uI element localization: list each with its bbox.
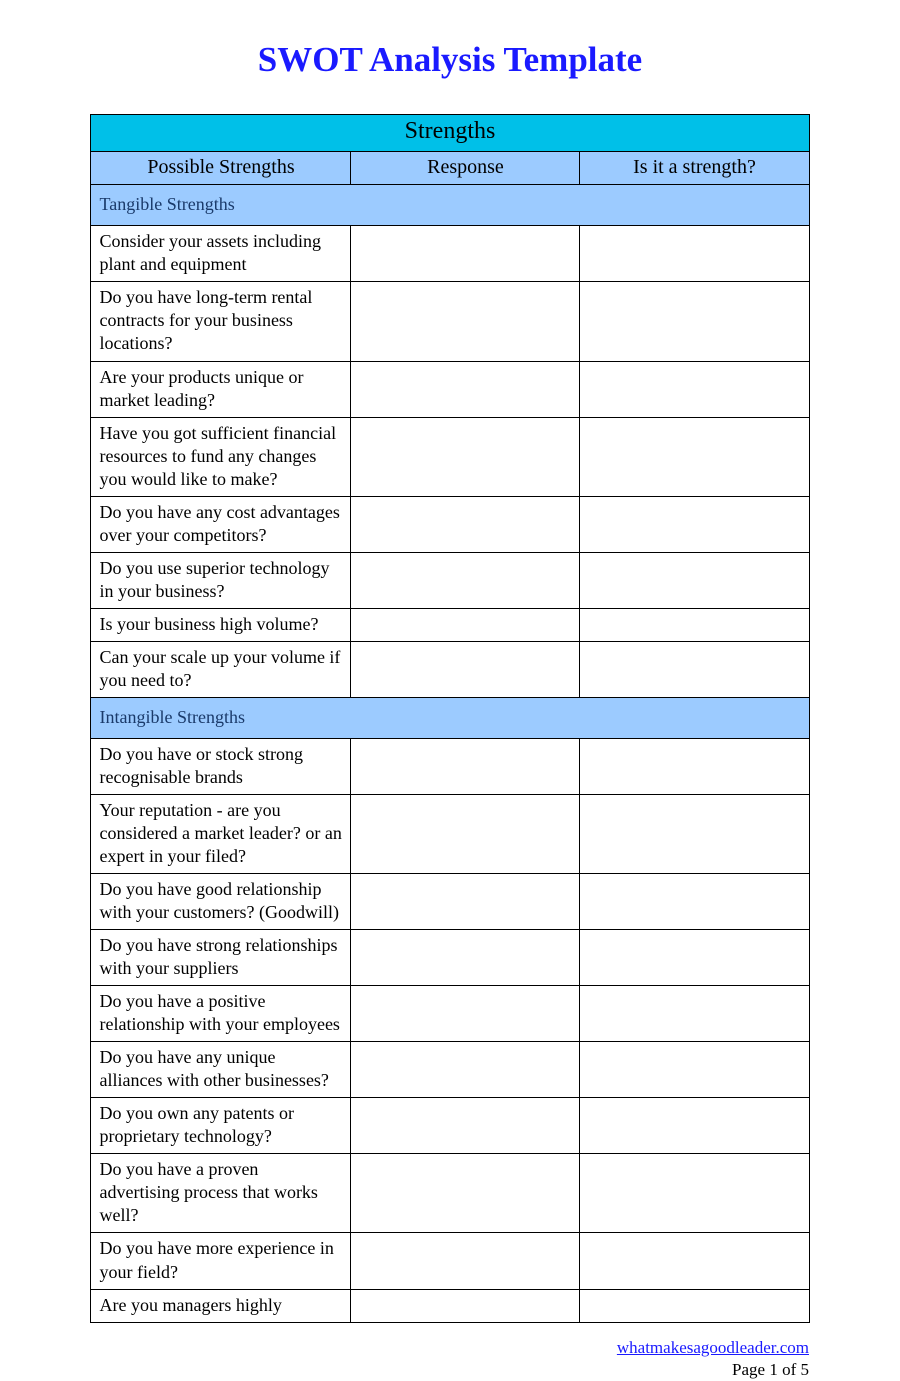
table-row: Do you use superior technology in your b…	[91, 552, 809, 608]
is-strength-cell[interactable]	[580, 738, 809, 794]
response-cell[interactable]	[351, 794, 580, 873]
table-row: Do you have a proven advertising process…	[91, 1154, 809, 1233]
response-cell[interactable]	[351, 1289, 580, 1322]
response-cell[interactable]	[351, 874, 580, 930]
table-row: Is your business high volume?	[91, 608, 809, 641]
table-row: Do you have good relationship with your …	[91, 874, 809, 930]
footer-link[interactable]: whatmakesagoodleader.com	[617, 1338, 809, 1357]
response-cell[interactable]	[351, 496, 580, 552]
table-row: Do you have any unique alliances with ot…	[91, 1042, 809, 1098]
page-number: Page 1 of 5	[732, 1360, 809, 1379]
is-strength-cell[interactable]	[580, 794, 809, 873]
response-cell[interactable]	[351, 1233, 580, 1289]
table-row: Do you have strong relationships with yo…	[91, 930, 809, 986]
question-cell: Do you have a positive relationship with…	[91, 986, 351, 1042]
is-strength-cell[interactable]	[580, 552, 809, 608]
question-cell: Do you have any unique alliances with ot…	[91, 1042, 351, 1098]
question-cell: Consider your assets including plant and…	[91, 226, 351, 282]
is-strength-cell[interactable]	[580, 1098, 809, 1154]
question-cell: Do you have a proven advertising process…	[91, 1154, 351, 1233]
table-row: Are your products unique or market leadi…	[91, 361, 809, 417]
is-strength-cell[interactable]	[580, 361, 809, 417]
question-cell: Your reputation - are you considered a m…	[91, 794, 351, 873]
table-row: Your reputation - are you considered a m…	[91, 794, 809, 873]
is-strength-cell[interactable]	[580, 1289, 809, 1322]
table-row: Do you have a positive relationship with…	[91, 986, 809, 1042]
is-strength-cell[interactable]	[580, 874, 809, 930]
response-cell[interactable]	[351, 1154, 580, 1233]
question-cell: Can your scale up your volume if you nee…	[91, 641, 351, 697]
response-cell[interactable]	[351, 930, 580, 986]
response-cell[interactable]	[351, 986, 580, 1042]
response-cell[interactable]	[351, 282, 580, 361]
is-strength-cell[interactable]	[580, 226, 809, 282]
response-cell[interactable]	[351, 641, 580, 697]
response-cell[interactable]	[351, 738, 580, 794]
question-cell: Is your business high volume?	[91, 608, 351, 641]
table-row: Consider your assets including plant and…	[91, 226, 809, 282]
question-cell: Do you have or stock strong recognisable…	[91, 738, 351, 794]
response-cell[interactable]	[351, 552, 580, 608]
is-strength-cell[interactable]	[580, 496, 809, 552]
response-cell[interactable]	[351, 608, 580, 641]
is-strength-cell[interactable]	[580, 608, 809, 641]
question-cell: Do you have strong relationships with yo…	[91, 930, 351, 986]
question-cell: Do you use superior technology in your b…	[91, 552, 351, 608]
question-cell: Do you have good relationship with your …	[91, 874, 351, 930]
column-header: Is it a strength?	[580, 151, 809, 185]
page-title: SWOT Analysis Template	[0, 40, 900, 80]
is-strength-cell[interactable]	[580, 282, 809, 361]
question-cell: Do you own any patents or proprietary te…	[91, 1098, 351, 1154]
question-cell: Have you got sufficient financial resour…	[91, 417, 351, 496]
table-row: Do you own any patents or proprietary te…	[91, 1098, 809, 1154]
table-row: Do you have any cost advantages over you…	[91, 496, 809, 552]
question-cell: Are you managers highly	[91, 1289, 351, 1322]
table-row: Do you have or stock strong recognisable…	[91, 738, 809, 794]
column-header: Possible Strengths	[91, 151, 351, 185]
section-header: Tangible Strengths	[91, 185, 809, 226]
is-strength-cell[interactable]	[580, 930, 809, 986]
is-strength-cell[interactable]	[580, 1233, 809, 1289]
question-cell: Do you have any cost advantages over you…	[91, 496, 351, 552]
response-cell[interactable]	[351, 361, 580, 417]
table-row: Do you have more experience in your fiel…	[91, 1233, 809, 1289]
question-cell: Do you have more experience in your fiel…	[91, 1233, 351, 1289]
is-strength-cell[interactable]	[580, 986, 809, 1042]
question-cell: Are your products unique or market leadi…	[91, 361, 351, 417]
response-cell[interactable]	[351, 417, 580, 496]
response-cell[interactable]	[351, 1098, 580, 1154]
is-strength-cell[interactable]	[580, 1042, 809, 1098]
response-cell[interactable]	[351, 226, 580, 282]
table-row: Can your scale up your volume if you nee…	[91, 641, 809, 697]
question-cell: Do you have long-term rental contracts f…	[91, 282, 351, 361]
table-category-header: Strengths	[91, 115, 809, 152]
is-strength-cell[interactable]	[580, 417, 809, 496]
swot-table: StrengthsPossible StrengthsResponseIs it…	[90, 114, 809, 1323]
table-row: Are you managers highly	[91, 1289, 809, 1322]
page-footer: whatmakesagoodleader.com Page 1 of 5	[91, 1337, 809, 1381]
section-header: Intangible Strengths	[91, 697, 809, 738]
table-row: Do you have long-term rental contracts f…	[91, 282, 809, 361]
table-row: Have you got sufficient financial resour…	[91, 417, 809, 496]
column-header: Response	[351, 151, 580, 185]
is-strength-cell[interactable]	[580, 641, 809, 697]
is-strength-cell[interactable]	[580, 1154, 809, 1233]
response-cell[interactable]	[351, 1042, 580, 1098]
